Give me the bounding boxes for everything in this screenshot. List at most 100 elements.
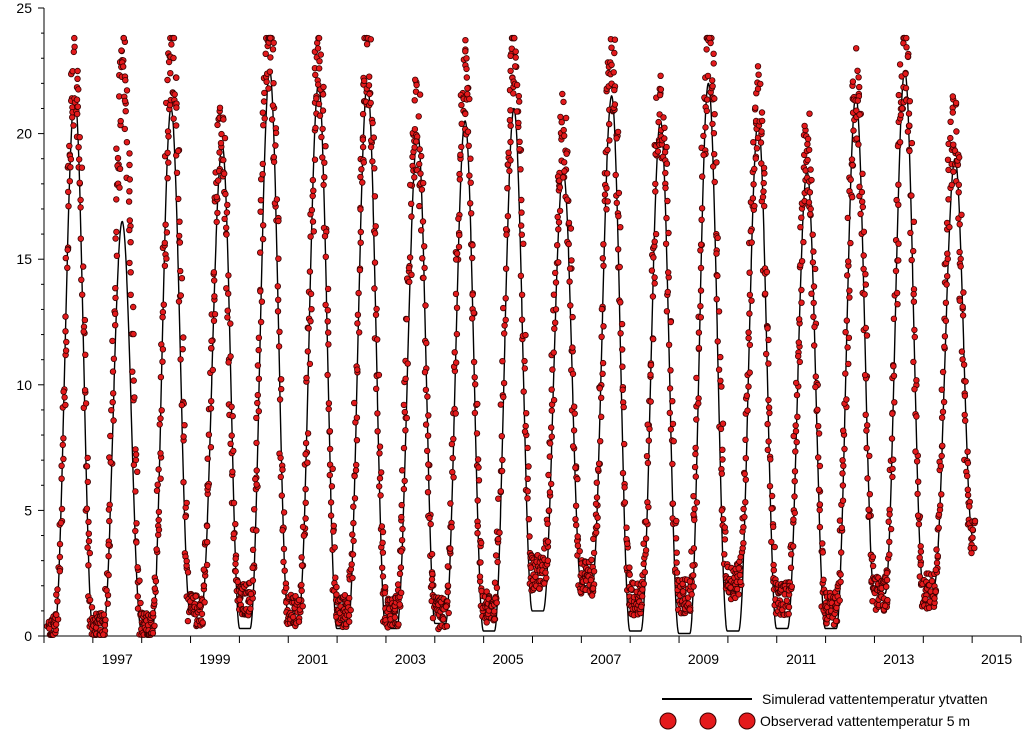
observed-point [319, 154, 326, 161]
observed-point [491, 616, 498, 623]
observed-point [554, 241, 561, 249]
observed-point [757, 139, 765, 146]
observed-point [619, 469, 627, 477]
observed-point [360, 159, 367, 166]
observed-point [613, 135, 620, 142]
observed-point [512, 63, 519, 70]
observed-point [267, 34, 274, 42]
observed-point [805, 199, 813, 206]
observed-point [624, 540, 631, 547]
observed-point [225, 272, 232, 279]
observed-point [600, 241, 607, 248]
x-tick-label: 2005 [492, 651, 523, 667]
observed-point [65, 202, 72, 210]
observed-point [699, 173, 706, 180]
observed-point [254, 362, 262, 369]
observed-point [60, 455, 67, 463]
observed-point [619, 386, 626, 393]
observed-point [740, 524, 747, 531]
observed-point [937, 463, 945, 470]
observed-point [378, 469, 385, 476]
observed-point [552, 279, 560, 286]
observed-point [846, 287, 853, 294]
observed-point [451, 349, 458, 356]
observed-point [673, 559, 680, 566]
observed-point [957, 263, 964, 270]
observed-point [416, 91, 424, 98]
observed-point [507, 122, 514, 129]
observed-point [640, 560, 647, 568]
observed-point [210, 317, 218, 324]
observed-point [843, 396, 850, 403]
observed-point [307, 290, 315, 298]
observed-point [130, 330, 137, 338]
observed-point [785, 603, 793, 611]
observed-point [184, 617, 192, 625]
observed-point [638, 603, 645, 610]
observed-point [371, 193, 379, 200]
observed-point [698, 205, 706, 212]
observed-point [944, 255, 951, 263]
observed-point [804, 140, 811, 148]
observed-point [809, 231, 816, 238]
observed-point [78, 276, 85, 283]
observed-point [707, 39, 714, 47]
observed-point [527, 564, 535, 571]
observed-point [232, 560, 239, 568]
observed-point [695, 329, 703, 336]
observed-point [858, 188, 866, 196]
observed-point [81, 316, 89, 324]
observed-point [265, 85, 272, 92]
observed-point [808, 290, 815, 297]
observed-point [419, 255, 426, 262]
observed-point [669, 500, 677, 507]
observed-point [806, 110, 813, 117]
observed-point [458, 120, 465, 127]
observed-point [134, 605, 142, 612]
observed-point [839, 470, 846, 477]
observed-point [550, 291, 558, 298]
observed-point [328, 483, 336, 490]
observed-point [713, 250, 720, 257]
observed-point [740, 505, 747, 513]
observed-point [572, 516, 579, 523]
observed-point [511, 34, 518, 42]
observed-point [521, 357, 528, 365]
observed-point [889, 465, 896, 473]
observed-point [669, 398, 676, 405]
observed-point [718, 383, 725, 390]
observed-point [353, 461, 360, 469]
observed-point [257, 196, 265, 204]
observed-point [612, 171, 619, 179]
observed-point [305, 325, 312, 332]
observed-point [421, 243, 428, 250]
observed-point [665, 269, 672, 276]
observed-point [915, 478, 922, 485]
observed-point [642, 547, 650, 554]
observed-point [760, 179, 767, 187]
observed-point [249, 564, 256, 571]
observed-point [550, 349, 557, 356]
observed-point [495, 535, 502, 543]
observed-point [371, 285, 378, 292]
observed-point [366, 73, 373, 80]
observed-point [690, 583, 697, 590]
observed-point [395, 621, 402, 628]
observed-point [949, 93, 956, 100]
observed-point [273, 196, 281, 203]
observed-point [765, 438, 772, 445]
observed-point [838, 549, 845, 556]
observed-point [679, 588, 687, 595]
observed-point [315, 100, 323, 108]
observed-point [471, 374, 478, 381]
observed-point [709, 82, 716, 90]
observed-point [82, 351, 89, 358]
observed-point [320, 83, 327, 91]
observed-point [755, 71, 762, 78]
observed-point [524, 444, 531, 452]
observed-point [745, 334, 752, 342]
observed-point [101, 622, 109, 629]
observed-point [863, 332, 871, 339]
observed-point [367, 99, 374, 107]
observed-point [841, 445, 848, 453]
